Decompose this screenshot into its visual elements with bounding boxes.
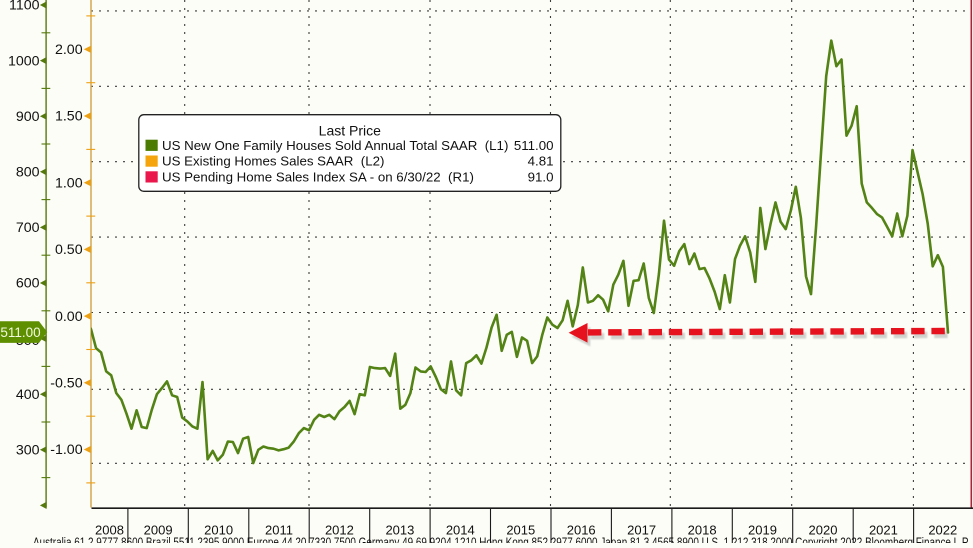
svg-text:0.50: 0.50 (55, 242, 83, 258)
svg-text:2013: 2013 (385, 523, 414, 538)
svg-text:Australia 61 2 9777 8600 Brazi: Australia 61 2 9777 8600 Brazil 5511 239… (33, 535, 970, 544)
svg-text:800: 800 (16, 165, 40, 181)
svg-text:900: 900 (16, 109, 40, 125)
svg-text:2014: 2014 (446, 523, 475, 538)
svg-text:511.00: 511.00 (0, 325, 40, 340)
svg-text:Last Price: Last Price (319, 122, 381, 138)
svg-text:4.81: 4.81 (528, 154, 554, 169)
svg-text:0.00: 0.00 (55, 309, 83, 325)
svg-text:2011: 2011 (265, 523, 293, 538)
svg-text:700: 700 (16, 220, 40, 236)
svg-text:2016: 2016 (567, 523, 596, 538)
svg-text:US New One Family Houses Sold: US New One Family Houses Sold Annual Tot… (162, 138, 508, 153)
svg-text:2017: 2017 (627, 523, 656, 538)
svg-text:1.50: 1.50 (55, 109, 83, 125)
svg-text:-1.00: -1.00 (50, 442, 82, 458)
svg-text:2018: 2018 (688, 523, 717, 538)
svg-text:1100: 1100 (9, 0, 40, 14)
svg-text:600: 600 (16, 276, 40, 292)
svg-text:2.00: 2.00 (55, 42, 83, 58)
svg-text:-0.50: -0.50 (50, 376, 82, 392)
svg-text:US Existing Homes Sales SAAR: US Existing Homes Sales SAAR (L2) (162, 154, 384, 169)
svg-text:400: 400 (16, 387, 40, 403)
svg-text:511.00: 511.00 (514, 138, 554, 153)
svg-text:2009: 2009 (144, 523, 173, 538)
svg-text:2020: 2020 (809, 523, 838, 538)
svg-text:2010: 2010 (204, 523, 233, 538)
svg-text:1.00: 1.00 (55, 175, 83, 191)
svg-text:1000: 1000 (8, 53, 40, 69)
svg-text:2021: 2021 (869, 523, 898, 538)
svg-text:2015: 2015 (506, 523, 535, 538)
svg-text:2012: 2012 (325, 523, 354, 538)
svg-text:US Pending Home Sales Index SA: US Pending Home Sales Index SA - on 6/30… (162, 170, 474, 185)
svg-text:91.0: 91.0 (528, 170, 554, 185)
svg-text:2019: 2019 (748, 523, 777, 538)
svg-text:300: 300 (16, 443, 40, 459)
svg-text:2022: 2022 (928, 523, 957, 538)
svg-text:2008: 2008 (95, 523, 124, 538)
